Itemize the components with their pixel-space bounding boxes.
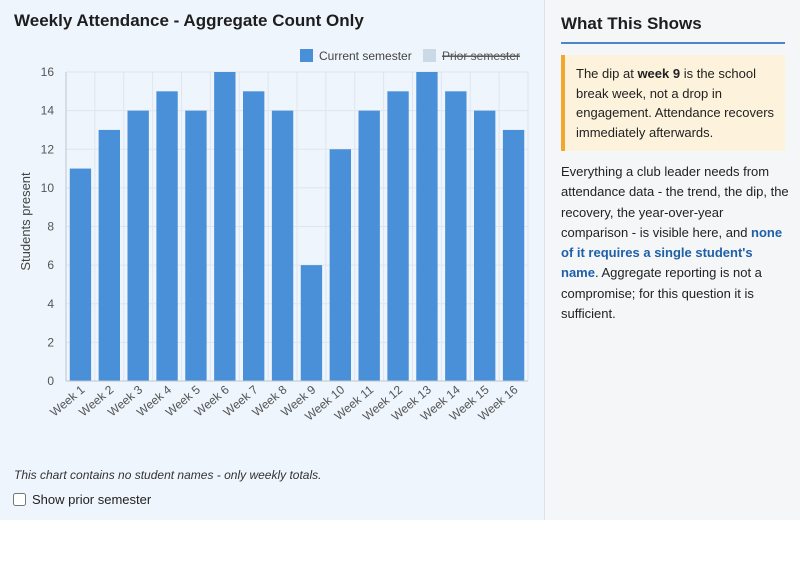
- bar: [98, 129, 120, 381]
- show-prior-label: Show prior semester: [32, 492, 152, 507]
- bar: [358, 110, 380, 381]
- bar: [214, 72, 236, 381]
- y-tick-label: 0: [47, 374, 54, 388]
- y-tick-label: 2: [47, 335, 54, 349]
- bar: [387, 91, 409, 381]
- chart-footnote: This chart contains no student names - o…: [14, 468, 322, 482]
- bar: [300, 265, 323, 381]
- app: Weekly Attendance - Aggregate Count Only…: [0, 0, 800, 520]
- callout-emphasis: week 9: [637, 66, 681, 81]
- y-tick-label: 8: [47, 220, 54, 234]
- show-prior-checkbox[interactable]: [13, 493, 26, 506]
- chart-title: Weekly Attendance - Aggregate Count Only: [14, 11, 364, 30]
- body-highlight: none of it requires a single student's n…: [561, 224, 783, 281]
- sidebar-divider: [561, 42, 785, 44]
- sidebar-body: Everything a club leader needs from atte…: [561, 162, 789, 324]
- callout-box: The dip at week 9 is the school break we…: [561, 55, 785, 151]
- sidebar-title: What This Shows: [561, 14, 702, 33]
- bar: [474, 110, 496, 381]
- bar: [416, 72, 438, 381]
- legend-swatch-prior: [423, 49, 436, 62]
- y-tick-label: 12: [41, 142, 55, 156]
- y-axis-title: Students present: [18, 172, 33, 271]
- y-tick-label: 16: [41, 65, 55, 79]
- body-text-pre: Everything a club leader needs from atte…: [561, 164, 789, 240]
- callout-text-post: is the school break week, not a drop in …: [576, 66, 775, 140]
- body-text-post: . Aggregate reporting is not a compromis…: [561, 265, 762, 322]
- bar: [185, 110, 207, 381]
- bar: [127, 110, 149, 381]
- bar: [156, 91, 178, 381]
- bar: [243, 91, 265, 381]
- bar: [502, 129, 525, 381]
- bar: [445, 91, 467, 381]
- legend-swatch-current: [300, 49, 313, 62]
- callout-text-pre: The dip at: [576, 66, 638, 81]
- y-tick-label: 4: [47, 297, 54, 311]
- show-prior-toggle[interactable]: Show prior semester: [13, 492, 151, 507]
- bar: [69, 168, 92, 381]
- y-tick-label: 14: [41, 104, 55, 118]
- y-tick-label: 10: [41, 181, 55, 195]
- bar: [271, 110, 294, 381]
- bar: [329, 149, 351, 381]
- y-tick-label: 6: [47, 258, 54, 272]
- sidebar: What This Shows The dip at week 9 is the…: [544, 0, 800, 520]
- legend-label-current: Current semester: [319, 49, 412, 63]
- chart-panel: Weekly Attendance - Aggregate Count Only…: [0, 0, 544, 520]
